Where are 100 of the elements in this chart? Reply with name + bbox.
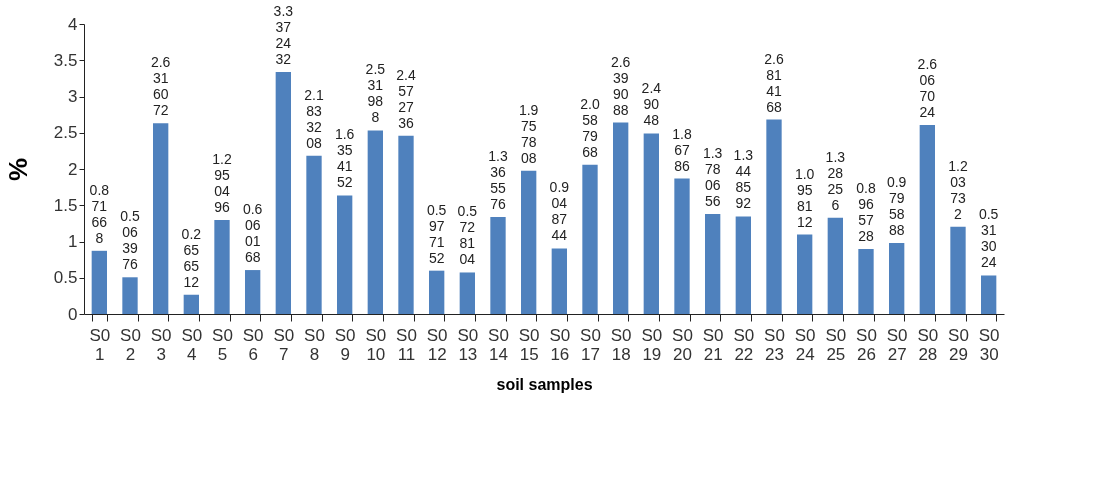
x-tick-label: S021	[702, 325, 724, 364]
bar	[613, 122, 629, 314]
x-tick-label: S014	[488, 325, 509, 364]
x-tick-label: S08	[304, 325, 325, 364]
bar	[398, 135, 414, 314]
x-tick-label: S020	[672, 325, 693, 364]
bar	[367, 130, 383, 314]
x-tick-label: S011	[396, 325, 417, 364]
x-tick-label: S012	[426, 325, 448, 364]
bar	[705, 214, 721, 314]
x-tick-label: S013	[457, 325, 479, 364]
bar	[858, 249, 874, 314]
data-label: 2.0 58 79 68	[580, 95, 600, 160]
bar	[153, 123, 169, 314]
bar	[582, 164, 598, 314]
bar	[429, 270, 445, 314]
bar	[643, 133, 659, 314]
data-label: 2.6 39 90 88	[610, 53, 631, 118]
x-tick-label: S02	[120, 325, 141, 364]
x-tick-label: S017	[580, 325, 601, 364]
x-tick-label: S05	[212, 325, 233, 364]
data-label: 1.3 78 06 56	[702, 145, 723, 210]
bar	[306, 155, 322, 314]
bar	[827, 217, 843, 314]
data-label: 0.5 06 39 76	[120, 208, 140, 273]
x-tick-label: S029	[948, 325, 969, 364]
bar	[674, 178, 690, 314]
data-label: 0.5 97 71 52	[426, 201, 447, 266]
data-label: 0.8 71 66 8	[89, 181, 110, 246]
x-tick-label: S010	[365, 325, 387, 364]
x-tick-label: S04	[181, 325, 203, 364]
data-label: 0.6 06 01 68	[242, 201, 263, 266]
bar	[245, 270, 261, 314]
data-label: 1.8 67 86	[672, 125, 692, 174]
x-tick-label: S09	[334, 325, 356, 364]
data-label: 3.3 37 24 32	[273, 3, 294, 68]
bar	[919, 125, 935, 314]
y-tick-label: 3.5	[53, 50, 78, 70]
data-label: 2.6 81 41 68	[764, 50, 784, 115]
data-label: 1.3 28 25 6	[825, 148, 846, 213]
data-label: 2.4 57 27 36	[396, 66, 416, 131]
bar	[735, 216, 751, 314]
x-tick-label: S022	[733, 325, 755, 364]
x-tick-label: S015	[518, 325, 540, 364]
data-label: 2.4 90 48	[641, 80, 662, 129]
bar	[275, 72, 291, 314]
x-tick-label: S018	[610, 325, 632, 364]
bar	[490, 217, 506, 314]
bar	[459, 272, 475, 314]
data-label: 0.8 96 57 28	[856, 180, 876, 244]
data-label: 1.9 75 78 08	[518, 101, 539, 166]
bar	[797, 234, 813, 314]
x-tick-label: S024	[794, 325, 816, 364]
bar	[122, 277, 138, 314]
y-tick-label: 4	[68, 14, 78, 34]
bar	[521, 170, 537, 314]
data-label: 2.6 31 60 72	[150, 54, 171, 119]
bar	[183, 294, 199, 314]
x-axis-title: soil samples	[496, 375, 593, 393]
x-tick-label: S019	[641, 325, 663, 364]
data-label: 2.5 31 98 8	[365, 61, 386, 126]
data-label: 1.6 35 41 52	[334, 126, 355, 191]
data-label: 0.9 04 87 44	[549, 179, 570, 244]
y-tick-label: 2	[68, 159, 78, 179]
bar	[889, 242, 905, 314]
y-axis-title: %	[2, 157, 33, 182]
data-label: 0.5 31 30 24	[978, 206, 999, 271]
data-label: 1.2 03 73 2	[948, 157, 968, 222]
bar	[91, 250, 107, 314]
y-tick-label: 2.5	[53, 123, 78, 143]
bar	[337, 195, 353, 314]
data-label: 0.9 79 58 88	[886, 173, 907, 238]
y-tick-label: 1	[68, 232, 78, 251]
bar	[214, 220, 230, 314]
x-tick-label: S030	[978, 325, 1000, 364]
bar	[551, 248, 567, 314]
x-tick-label: S01	[89, 325, 111, 364]
data-label: 2.1 83 32 08	[304, 86, 324, 151]
y-tick-label: 3	[68, 87, 78, 106]
data-label: 1.3 44 85 92	[733, 147, 754, 212]
x-tick-label: S026	[856, 325, 877, 364]
y-tick-label: 0.5	[53, 268, 78, 288]
data-label: 2.6 06 70 24	[917, 56, 938, 121]
x-tick-label: S028	[917, 325, 939, 364]
x-tick-label: S06	[242, 325, 264, 364]
data-label: 0.2 65 65 12	[181, 225, 202, 290]
data-label: 1.2 95 04 96	[212, 151, 232, 216]
data-label: 1.0 95 81 12	[794, 165, 815, 230]
data-label: 1.3 36 55 76	[488, 148, 508, 213]
bar	[981, 275, 997, 314]
x-tick-label: S025	[825, 325, 847, 364]
x-tick-label: S023	[764, 325, 785, 364]
data-label: 0.5 72 81 04	[457, 203, 478, 268]
bar	[950, 226, 966, 314]
x-tick-label: S027	[886, 325, 908, 364]
x-tick-label: S016	[549, 325, 571, 364]
y-tick-label: 0	[68, 304, 78, 324]
x-tick-label: S03	[150, 325, 172, 364]
bar	[766, 119, 782, 314]
y-tick-label: 1.5	[53, 195, 78, 215]
